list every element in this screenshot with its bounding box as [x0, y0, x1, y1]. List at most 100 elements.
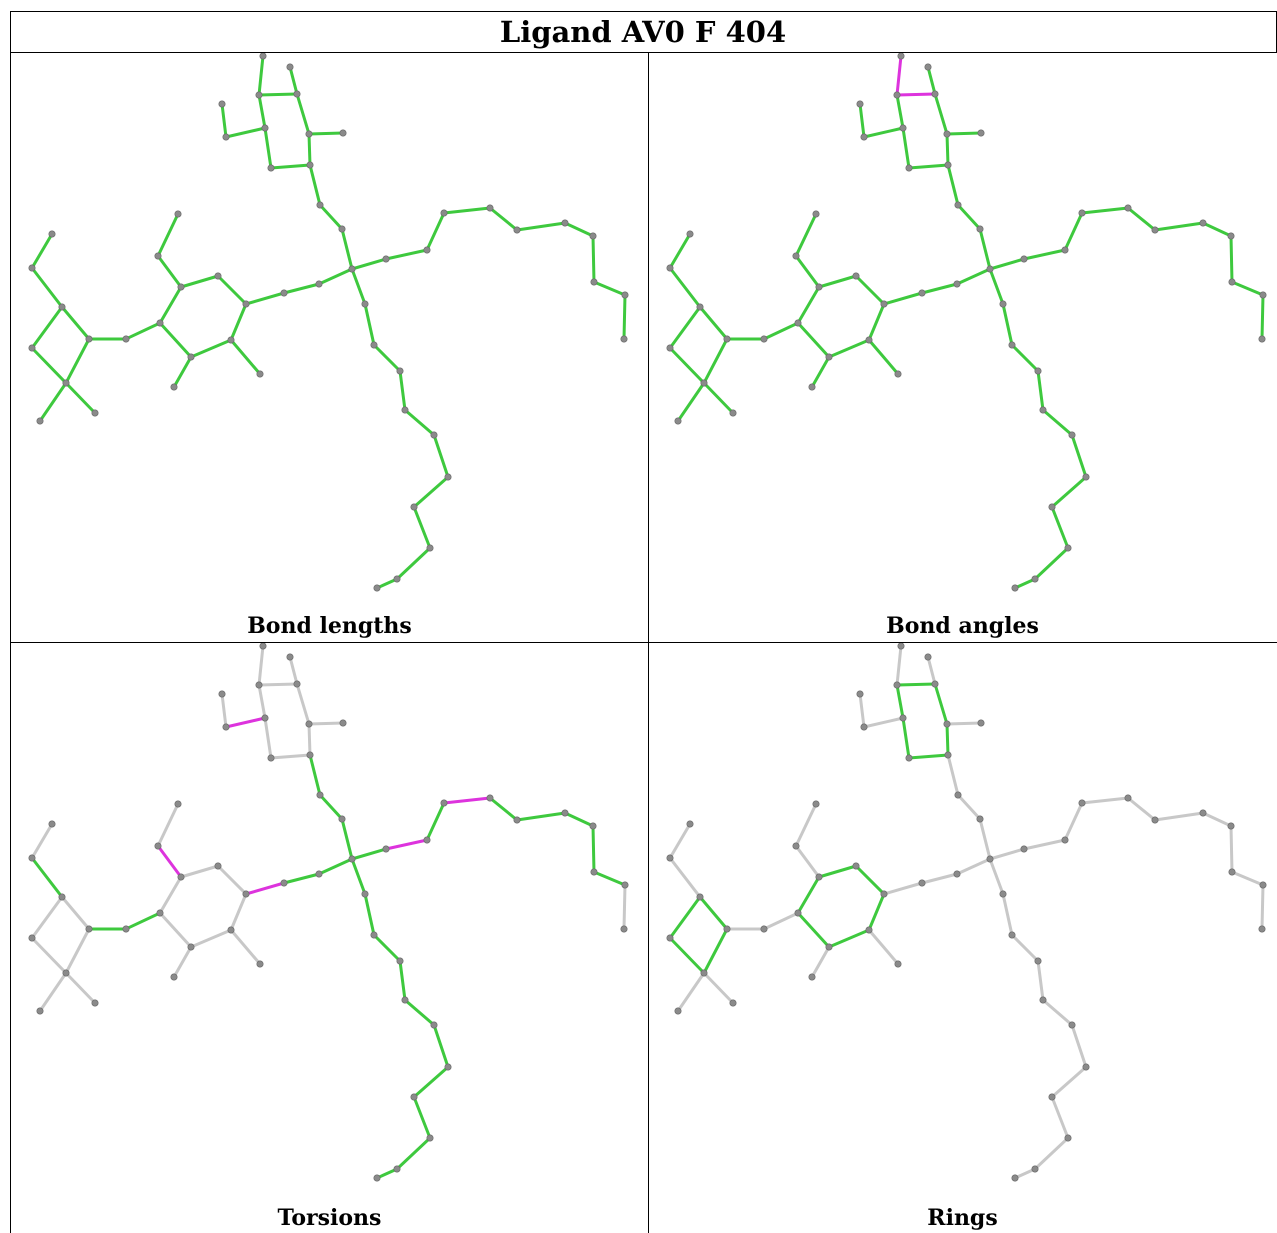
bond-neutral: [64, 971, 97, 1005]
atom: [924, 653, 932, 661]
bond-neutral: [158, 911, 193, 949]
bond-ok: [257, 54, 265, 97]
atom: [905, 754, 913, 762]
bond-neutral: [307, 721, 345, 726]
bond-ok: [179, 274, 220, 289]
atom: [410, 503, 418, 511]
atom: [700, 379, 708, 387]
atom: [315, 280, 323, 288]
bond-ok: [955, 267, 992, 286]
atom: [486, 794, 494, 802]
bond-outlier: [895, 92, 937, 97]
bond-ok: [946, 163, 960, 207]
atom: [621, 291, 629, 299]
atom: [426, 1134, 434, 1142]
caption-rings: Rings: [927, 1205, 998, 1231]
bond-neutral: [1022, 838, 1067, 851]
bond-ok: [945, 131, 983, 136]
bond-ok: [702, 337, 729, 385]
atom: [286, 653, 294, 661]
bond-ok: [1022, 248, 1067, 261]
bond-ok: [1036, 369, 1045, 412]
atom: [361, 300, 369, 308]
bond-ok: [124, 911, 162, 931]
bond-ok: [858, 102, 866, 139]
atom: [894, 370, 902, 378]
bond-ok: [220, 102, 228, 139]
atom: [170, 383, 178, 391]
bond-neutral: [1050, 1095, 1070, 1140]
bond-ok: [1153, 221, 1205, 232]
bond-ok: [317, 267, 354, 286]
atom: [170, 973, 178, 981]
atom: [1008, 341, 1016, 349]
atom: [620, 335, 628, 343]
atom: [306, 161, 314, 169]
atom: [361, 890, 369, 898]
bond-neutral: [1153, 811, 1205, 822]
atom: [865, 926, 873, 934]
bond-ok: [895, 93, 905, 130]
atom: [156, 909, 164, 917]
bond-neutral: [956, 793, 982, 821]
bond-ok: [1041, 408, 1074, 437]
atom: [976, 815, 984, 823]
atom: [666, 344, 674, 352]
atom: [674, 417, 682, 425]
atom: [242, 300, 250, 308]
atom: [267, 164, 275, 172]
atom: [28, 854, 36, 862]
atom: [62, 969, 70, 977]
bond-ok: [224, 126, 267, 139]
atom: [187, 353, 195, 361]
atom: [316, 201, 324, 209]
atom: [1020, 845, 1028, 853]
atom: [918, 289, 926, 297]
atom: [1064, 1134, 1072, 1142]
atom: [28, 344, 36, 352]
bond-neutral: [1230, 870, 1265, 887]
bond-ok: [933, 92, 949, 136]
atom: [1011, 1174, 1019, 1182]
atom: [1034, 367, 1042, 375]
atom: [338, 815, 346, 823]
atom: [222, 723, 230, 731]
bond-ok: [398, 959, 407, 1002]
bond-ok: [64, 381, 97, 415]
bond-neutral: [920, 872, 959, 885]
atom: [214, 272, 222, 280]
bond-ok: [295, 92, 311, 136]
bond-ok: [702, 927, 729, 975]
atom: [91, 999, 99, 1007]
atom: [370, 931, 378, 939]
atom: [227, 926, 235, 934]
bond-ok: [945, 132, 950, 167]
bond-neutral: [172, 945, 193, 979]
atom: [1039, 406, 1047, 414]
atom: [255, 681, 263, 689]
atom: [187, 943, 195, 951]
atom: [852, 862, 860, 870]
atom: [812, 210, 820, 218]
bond-neutral: [676, 971, 706, 1013]
bond-ok: [622, 293, 627, 341]
atom: [1048, 1093, 1056, 1101]
bond-ok: [282, 282, 321, 295]
atom: [227, 336, 235, 344]
bond-ok: [515, 221, 567, 232]
atom: [1227, 232, 1235, 240]
bond-neutral: [158, 875, 183, 915]
atom: [589, 232, 597, 240]
atom: [382, 845, 390, 853]
bond-neutral: [988, 857, 1005, 896]
atom: [122, 335, 130, 343]
bond-neutral: [257, 683, 267, 720]
atom: [943, 130, 951, 138]
bond-neutral: [30, 936, 68, 975]
atom: [1259, 881, 1267, 889]
atom: [1228, 868, 1236, 876]
atom: [48, 230, 56, 238]
atom: [85, 335, 93, 343]
atom: [259, 643, 267, 650]
bond-ok: [796, 321, 831, 359]
